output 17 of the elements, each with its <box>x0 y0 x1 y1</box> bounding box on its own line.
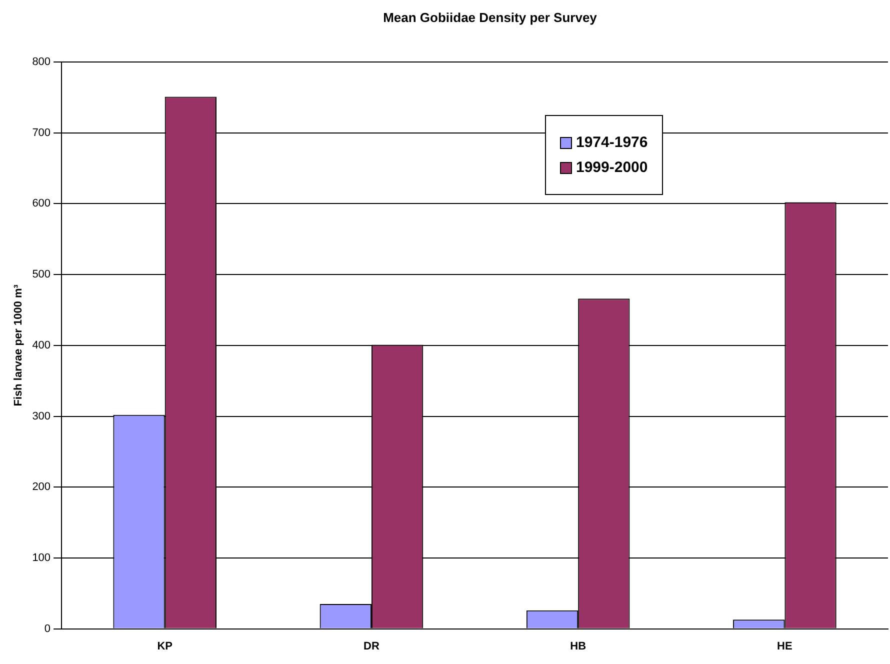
x-tick-label: KP <box>157 640 172 652</box>
legend-label: 1999-2000 <box>576 159 648 176</box>
legend-label: 1974-1976 <box>576 134 648 151</box>
y-tick-label: 0 <box>44 622 51 635</box>
y-tick-label: 200 <box>32 481 51 494</box>
y-tick-label: 300 <box>32 410 51 422</box>
y-tick-label: 500 <box>32 268 51 281</box>
x-tick-label: HE <box>777 640 792 652</box>
y-axis-title: Fish larvae per 1000 m³ <box>12 284 25 406</box>
x-tick-label: DR <box>364 640 380 652</box>
y-tick-label: 800 <box>32 56 51 68</box>
x-tick-label: HB <box>570 640 586 652</box>
y-tick-label: 700 <box>32 126 51 139</box>
chart-title: Mean Gobiidae Density per Survey <box>382 10 598 25</box>
y-tick-label: 400 <box>32 339 51 352</box>
y-tick-label: 600 <box>32 198 51 210</box>
y-tick-label: 100 <box>32 552 51 564</box>
